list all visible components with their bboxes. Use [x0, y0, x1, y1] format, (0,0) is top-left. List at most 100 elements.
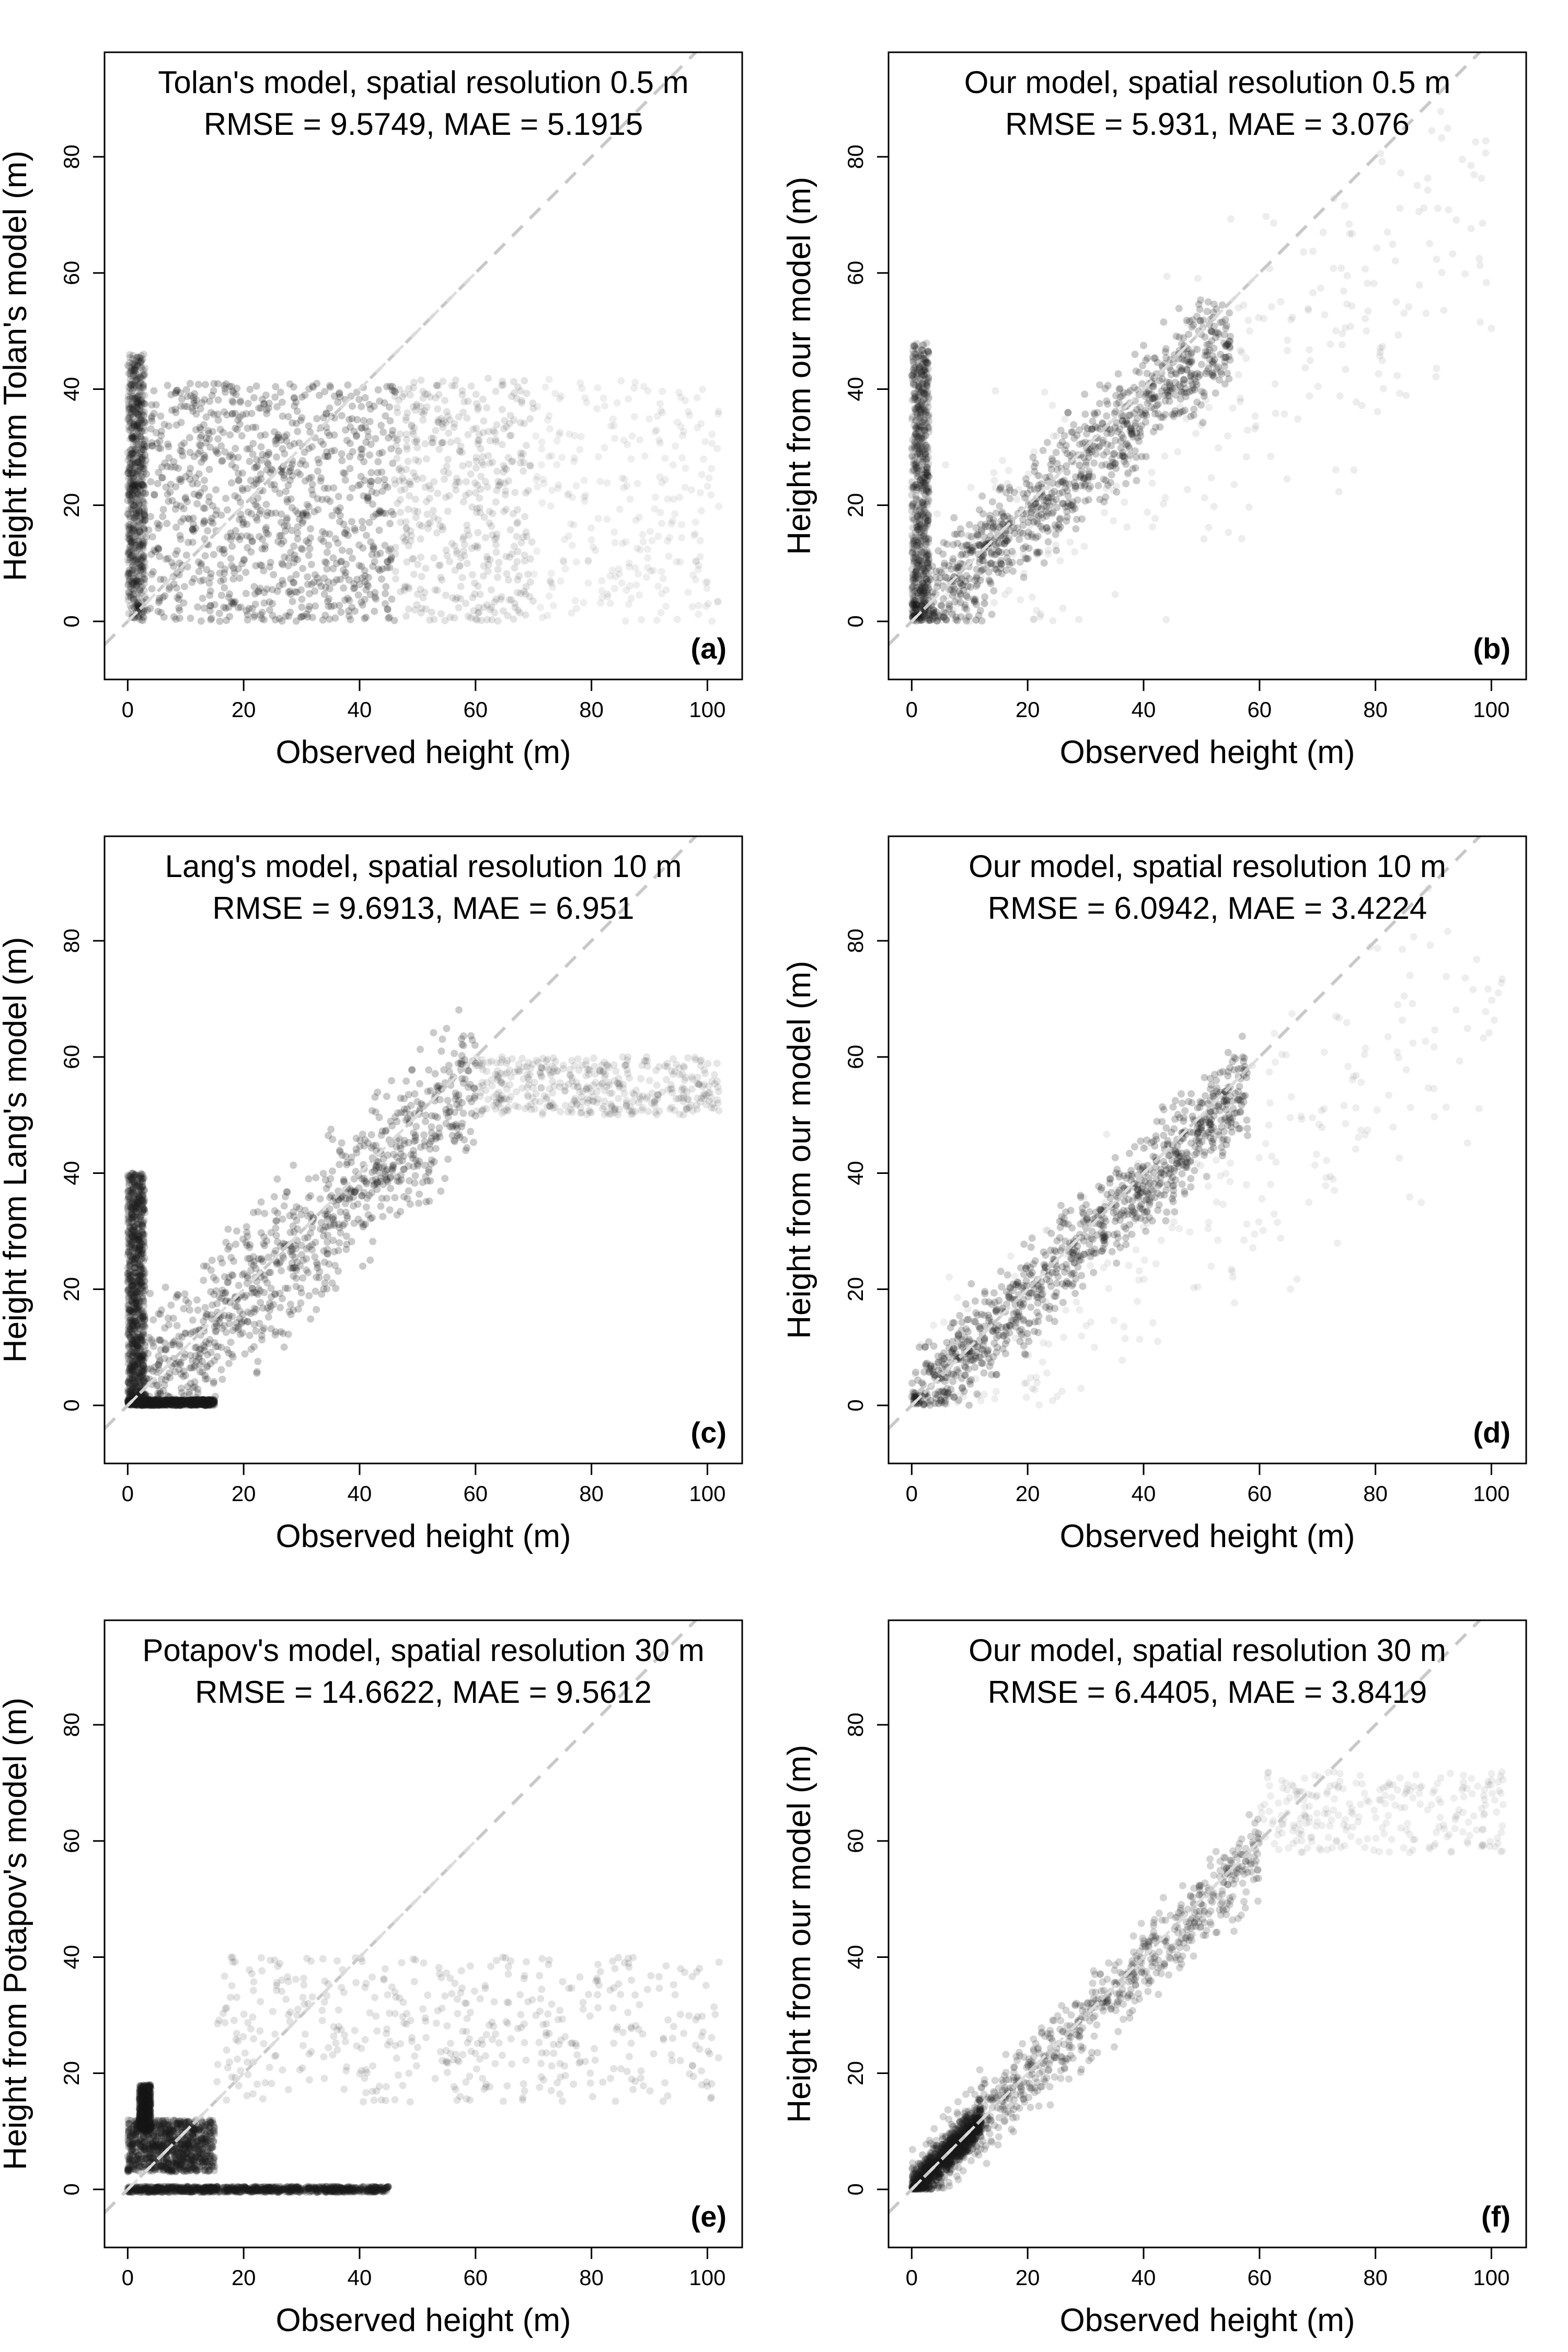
density-point — [139, 505, 146, 513]
density-point — [405, 505, 412, 513]
density-point — [626, 495, 634, 503]
density-point — [154, 607, 162, 615]
density-point — [402, 525, 410, 533]
density-point — [139, 553, 146, 561]
density-point — [545, 412, 553, 420]
density-point — [518, 397, 526, 405]
density-point — [354, 481, 362, 489]
density-point — [236, 420, 244, 428]
density-point — [459, 408, 467, 416]
density-point — [234, 533, 241, 541]
density-point — [265, 399, 273, 407]
density-point — [923, 548, 931, 556]
density-point — [690, 532, 698, 539]
density-point — [1110, 487, 1117, 494]
density-point — [336, 575, 344, 583]
density-point — [150, 387, 158, 395]
density-point — [1039, 446, 1047, 454]
density-point — [163, 520, 171, 527]
density-point — [492, 534, 500, 542]
density-point — [338, 1139, 345, 1147]
density-point — [990, 477, 998, 485]
density-point — [297, 417, 305, 424]
density-point — [526, 415, 534, 423]
density-point — [997, 564, 1005, 572]
density-point — [275, 532, 283, 539]
density-point — [141, 460, 148, 468]
density-point — [322, 409, 330, 417]
density-point — [990, 599, 998, 607]
density-point — [468, 503, 476, 511]
density-point — [628, 432, 636, 440]
density-point — [467, 470, 475, 478]
density-point — [1180, 334, 1187, 342]
density-point — [148, 417, 156, 425]
density-point — [381, 399, 388, 407]
density-point — [421, 440, 429, 447]
density-point — [1205, 362, 1213, 370]
density-point — [202, 413, 210, 421]
density-point — [619, 539, 627, 547]
density-point — [336, 518, 344, 525]
density-point — [1125, 444, 1133, 452]
density-point — [320, 485, 328, 492]
density-point — [917, 352, 925, 360]
density-point — [484, 567, 492, 575]
density-point — [1121, 498, 1128, 506]
density-point — [338, 457, 346, 465]
density-point — [135, 509, 143, 516]
density-point — [965, 575, 973, 583]
density-point — [343, 526, 351, 534]
density-point — [250, 583, 258, 591]
density-point — [607, 422, 615, 430]
density-point — [707, 491, 715, 499]
density-point — [493, 531, 501, 538]
density-point — [1074, 496, 1081, 504]
density-point — [1149, 428, 1157, 435]
density-point — [374, 386, 382, 394]
density-point — [291, 551, 298, 559]
density-point — [1194, 274, 1202, 282]
density-point — [1370, 280, 1378, 287]
density-point — [278, 617, 286, 625]
density-point — [326, 382, 333, 389]
density-point — [141, 539, 148, 547]
density-point — [237, 532, 245, 540]
density-point — [214, 410, 222, 418]
density-point — [228, 562, 236, 570]
density-point — [321, 612, 329, 619]
density-point — [438, 576, 446, 584]
density-point — [1006, 561, 1013, 569]
density-point — [130, 360, 137, 367]
density-point — [126, 566, 134, 574]
density-point — [662, 603, 670, 610]
density-point — [124, 396, 132, 403]
density-point — [413, 601, 421, 608]
density-point — [210, 379, 218, 387]
density-point — [601, 402, 608, 410]
density-point — [229, 575, 237, 583]
density-point — [164, 440, 172, 448]
density-point — [126, 543, 134, 550]
density-point — [130, 575, 138, 583]
density-point — [648, 537, 656, 545]
density-point — [494, 478, 502, 486]
density-point — [514, 548, 522, 556]
density-point — [1438, 269, 1446, 276]
density-point — [1314, 383, 1322, 390]
density-point — [463, 521, 471, 529]
density-point — [124, 497, 132, 504]
density-point — [156, 575, 164, 583]
density-point — [434, 405, 442, 413]
density-point — [246, 445, 253, 453]
density-point — [239, 411, 247, 419]
density-point — [124, 580, 132, 588]
density-point — [1428, 127, 1436, 135]
density-point — [304, 573, 312, 581]
density-point — [307, 1315, 315, 1323]
density-point — [139, 481, 146, 489]
density-point — [446, 558, 454, 566]
density-point — [425, 494, 433, 502]
density-point — [158, 463, 166, 471]
density-point — [1030, 448, 1038, 456]
